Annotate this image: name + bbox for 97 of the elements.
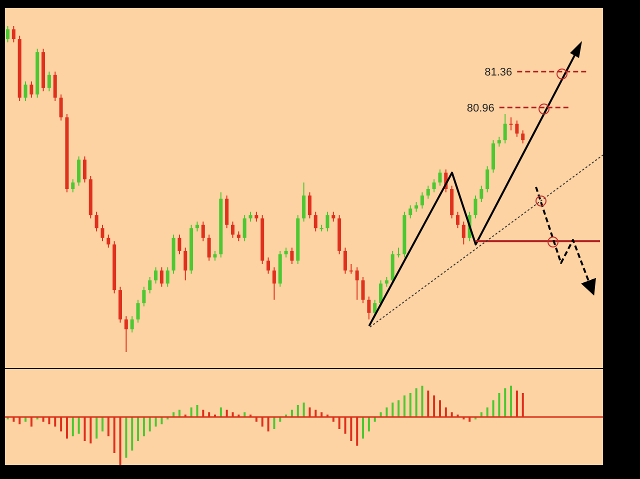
candlestick xyxy=(408,204,412,219)
bar xyxy=(148,417,151,432)
candlestick xyxy=(396,247,400,258)
bar xyxy=(290,410,293,417)
bar xyxy=(415,388,418,417)
candlestick xyxy=(184,247,188,281)
candlestick xyxy=(236,230,240,242)
bar xyxy=(96,417,98,439)
candlestick xyxy=(106,234,110,248)
candlestick xyxy=(515,120,519,138)
candlestick xyxy=(77,156,81,186)
bar xyxy=(492,400,494,417)
candlestick xyxy=(426,185,430,200)
candlestick xyxy=(12,26,16,43)
candlestick xyxy=(343,247,347,274)
candlestick xyxy=(308,192,312,219)
candlestick xyxy=(480,185,484,203)
candlestick xyxy=(420,192,424,210)
candlestick xyxy=(438,168,442,186)
candlestick xyxy=(474,195,478,219)
bar xyxy=(486,407,488,417)
annotation: 81.36 xyxy=(484,66,512,79)
bar xyxy=(302,402,305,417)
bar xyxy=(190,407,192,417)
candlestick xyxy=(326,211,330,232)
candlestick xyxy=(521,130,525,144)
candlestick xyxy=(367,296,371,320)
bar xyxy=(125,417,128,458)
bar xyxy=(409,393,412,417)
candlestick xyxy=(284,247,288,258)
candlestick xyxy=(130,316,134,333)
candlestick xyxy=(82,156,86,183)
candlestick xyxy=(486,166,490,193)
candlestick xyxy=(53,71,57,102)
candlestick xyxy=(213,250,217,262)
candlestick xyxy=(509,116,513,131)
candlestick xyxy=(207,234,211,262)
bar xyxy=(220,407,222,417)
bar xyxy=(142,417,145,436)
bar xyxy=(386,407,388,417)
candlestick xyxy=(349,263,353,274)
candlestick xyxy=(290,247,294,264)
candlestick xyxy=(148,276,152,294)
candlestick xyxy=(332,211,336,222)
candlestick xyxy=(355,266,359,300)
candlestick xyxy=(142,286,146,307)
bar xyxy=(498,393,500,417)
bar xyxy=(178,410,180,417)
candlestick xyxy=(302,182,306,222)
bar xyxy=(72,417,74,436)
candlestick xyxy=(248,211,252,222)
bar xyxy=(398,400,400,417)
candlestick xyxy=(47,71,51,92)
candlestick xyxy=(100,224,104,242)
candlestick xyxy=(30,80,34,98)
candlestick xyxy=(59,94,63,122)
candlestick xyxy=(230,221,234,238)
candlestick xyxy=(166,266,170,288)
candlestick xyxy=(272,266,276,300)
bar xyxy=(504,388,506,417)
bar xyxy=(392,402,394,417)
bar xyxy=(296,405,299,417)
candlestick xyxy=(201,221,205,242)
bar xyxy=(131,417,134,451)
bar xyxy=(102,417,104,432)
bar xyxy=(196,405,198,417)
candlestick xyxy=(242,214,246,242)
candlestick xyxy=(24,80,28,102)
bar xyxy=(137,417,140,441)
bar xyxy=(421,386,424,417)
bar xyxy=(368,417,370,432)
candlestick xyxy=(361,276,365,304)
bar xyxy=(362,417,364,439)
candlestick xyxy=(136,299,140,324)
candlestick xyxy=(71,178,75,193)
annotation: 80.96 xyxy=(466,102,494,114)
candlestick xyxy=(94,211,98,232)
candlestick xyxy=(160,266,164,288)
candlestick xyxy=(414,202,418,212)
candlestick xyxy=(462,221,466,245)
candlestick xyxy=(497,136,501,148)
candlestick xyxy=(379,280,383,307)
bar xyxy=(273,417,276,429)
candlestick xyxy=(178,234,182,255)
candlestick xyxy=(124,316,128,352)
candlestick xyxy=(456,211,460,229)
candlestick xyxy=(195,221,199,232)
candlestick xyxy=(6,26,10,43)
candlestick xyxy=(432,178,436,193)
candlestick xyxy=(254,211,258,222)
candlestick xyxy=(266,256,270,274)
candlestick xyxy=(384,276,388,288)
bar xyxy=(403,395,406,417)
candlestick xyxy=(314,211,318,232)
bar xyxy=(78,417,80,434)
candlestick xyxy=(503,114,507,144)
candlestick xyxy=(154,266,158,284)
